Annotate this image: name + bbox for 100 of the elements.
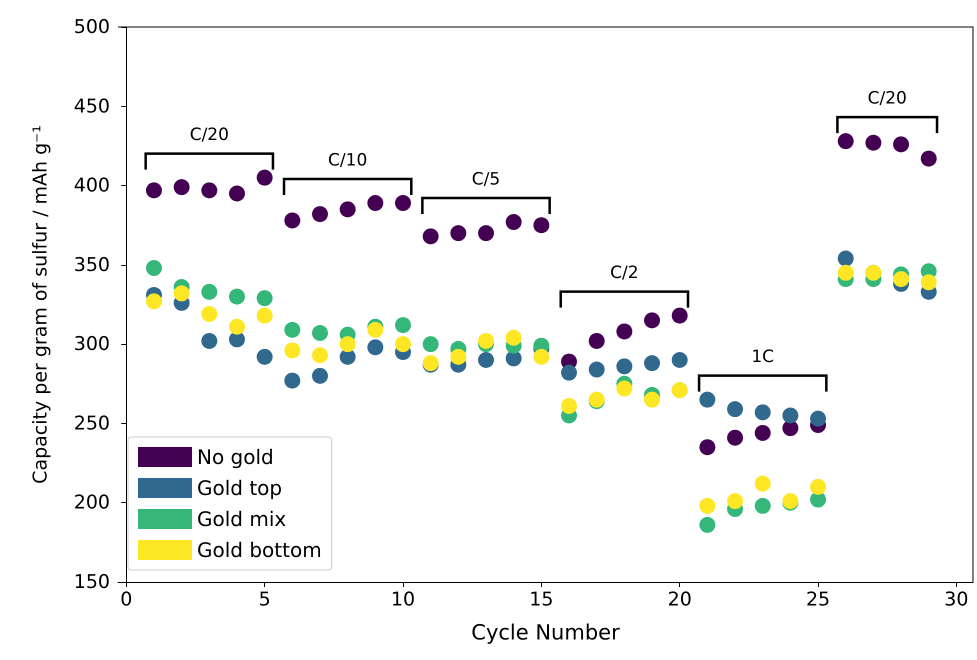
- point: [561, 364, 578, 381]
- point: [228, 288, 245, 305]
- point: [422, 228, 439, 244]
- point: [865, 134, 882, 151]
- point: [616, 358, 632, 374]
- point: [616, 380, 632, 397]
- point: [754, 498, 771, 514]
- point: [256, 290, 273, 306]
- x-tick-label: 20: [668, 588, 692, 610]
- legend-label: Gold top: [197, 476, 282, 500]
- point: [699, 516, 716, 533]
- point: [284, 322, 300, 338]
- point: [506, 330, 522, 346]
- point: [201, 332, 218, 349]
- point: [699, 439, 716, 456]
- point: [478, 332, 494, 349]
- x-tick-label: 30: [944, 588, 968, 610]
- point: [256, 170, 273, 186]
- annotation: 1C: [751, 347, 774, 368]
- point: [754, 424, 771, 441]
- point: [256, 348, 273, 365]
- point: [228, 186, 245, 202]
- x-tick-label: 5: [258, 588, 271, 610]
- point: [920, 274, 937, 290]
- y-tick-label: 250: [74, 412, 110, 434]
- point: [644, 355, 660, 372]
- point: [727, 401, 744, 418]
- point: [201, 284, 218, 300]
- y-tick-label: 150: [74, 571, 110, 593]
- y-tick-label: 450: [74, 95, 110, 118]
- point: [533, 348, 550, 365]
- annotation: C/10: [328, 150, 368, 171]
- point: [146, 260, 162, 276]
- legend-label: Gold bottom: [197, 538, 322, 562]
- point: [146, 182, 162, 198]
- point: [450, 348, 466, 365]
- point: [367, 339, 384, 356]
- legend-label: No gold: [197, 445, 274, 469]
- point: [616, 323, 632, 340]
- y-tick-label: 500: [74, 16, 110, 38]
- point: [754, 404, 771, 420]
- point: [893, 271, 910, 288]
- point: [201, 306, 218, 322]
- point: [201, 182, 218, 198]
- x-tick-label: 10: [390, 588, 416, 610]
- point: [588, 332, 605, 349]
- annotation: C/20: [868, 88, 907, 109]
- point: [340, 201, 356, 218]
- point: [422, 336, 439, 352]
- point: [672, 308, 688, 324]
- point: [146, 293, 162, 310]
- point: [506, 214, 522, 230]
- x-axis-title: Cycle Number: [471, 620, 620, 644]
- point: [256, 308, 273, 324]
- point: [478, 225, 494, 242]
- point: [644, 312, 660, 328]
- point: [588, 362, 605, 378]
- y-tick-label: 200: [74, 492, 110, 514]
- point: [395, 336, 411, 352]
- point: [312, 325, 328, 342]
- point: [312, 347, 328, 364]
- x-tick-label: 0: [120, 588, 132, 610]
- point: [174, 179, 190, 196]
- point: [727, 493, 744, 510]
- point: [367, 195, 384, 212]
- point: [782, 408, 798, 424]
- point: [699, 498, 716, 514]
- point: [284, 212, 300, 228]
- y-axis-title: Capacity per gram of sulfur / mAh g⁻¹: [30, 125, 52, 484]
- point: [340, 336, 356, 352]
- y-tick-label: 400: [74, 174, 110, 197]
- x-tick-label: 15: [529, 588, 554, 610]
- point: [450, 225, 466, 242]
- annotation: C/2: [610, 263, 639, 284]
- point: [672, 352, 688, 368]
- point: [284, 372, 300, 389]
- legend-label: Gold mix: [197, 507, 286, 531]
- point: [395, 195, 411, 212]
- point: [367, 322, 384, 338]
- point: [533, 217, 550, 234]
- point: [228, 318, 245, 335]
- point: [810, 410, 826, 427]
- point: [395, 317, 411, 334]
- point: [920, 150, 937, 167]
- point: [838, 264, 854, 281]
- point: [174, 285, 190, 302]
- point: [284, 342, 300, 358]
- point: [478, 352, 494, 368]
- point: [727, 430, 744, 446]
- annotation: C/20: [190, 125, 229, 146]
- point: [312, 206, 328, 222]
- point: [699, 392, 716, 408]
- point: [312, 368, 328, 384]
- point: [810, 478, 826, 495]
- point: [838, 133, 854, 150]
- point: [754, 476, 771, 492]
- point: [838, 250, 854, 267]
- y-tick-label: 300: [74, 333, 110, 356]
- point: [893, 136, 910, 152]
- y-tick-label: 350: [74, 254, 110, 276]
